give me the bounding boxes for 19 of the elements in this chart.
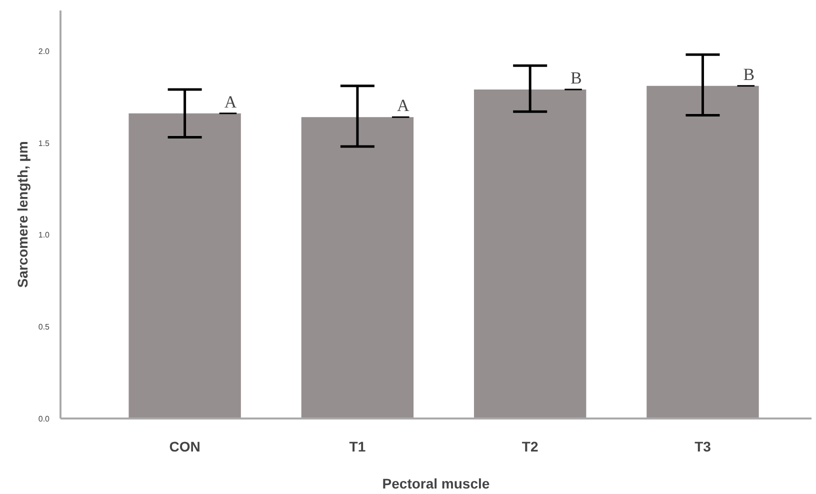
bar <box>128 113 241 418</box>
annotation: B <box>743 64 755 84</box>
y-tick-label: 0.0 <box>38 414 50 424</box>
y-tick-label: 1.0 <box>38 230 50 240</box>
annotation: A <box>396 96 410 116</box>
bar <box>646 86 759 418</box>
y-tick-label: 0.5 <box>38 322 50 332</box>
x-tick-label: CON <box>169 438 200 454</box>
x-tick-label: T3 <box>694 438 712 454</box>
x-tick-label: T2 <box>522 438 538 454</box>
y-axis-title: Sarcomere length, µm <box>14 141 30 288</box>
annotation: B <box>570 68 582 88</box>
y-tick-label: 1.5 <box>38 138 50 148</box>
y-tick-label: 2.0 <box>38 46 50 56</box>
bar <box>474 90 586 418</box>
x-tick-label: T1 <box>349 438 366 454</box>
annotation: A <box>224 92 238 112</box>
bar <box>301 117 414 418</box>
x-axis-title: Pectoral muscle <box>382 476 490 492</box>
